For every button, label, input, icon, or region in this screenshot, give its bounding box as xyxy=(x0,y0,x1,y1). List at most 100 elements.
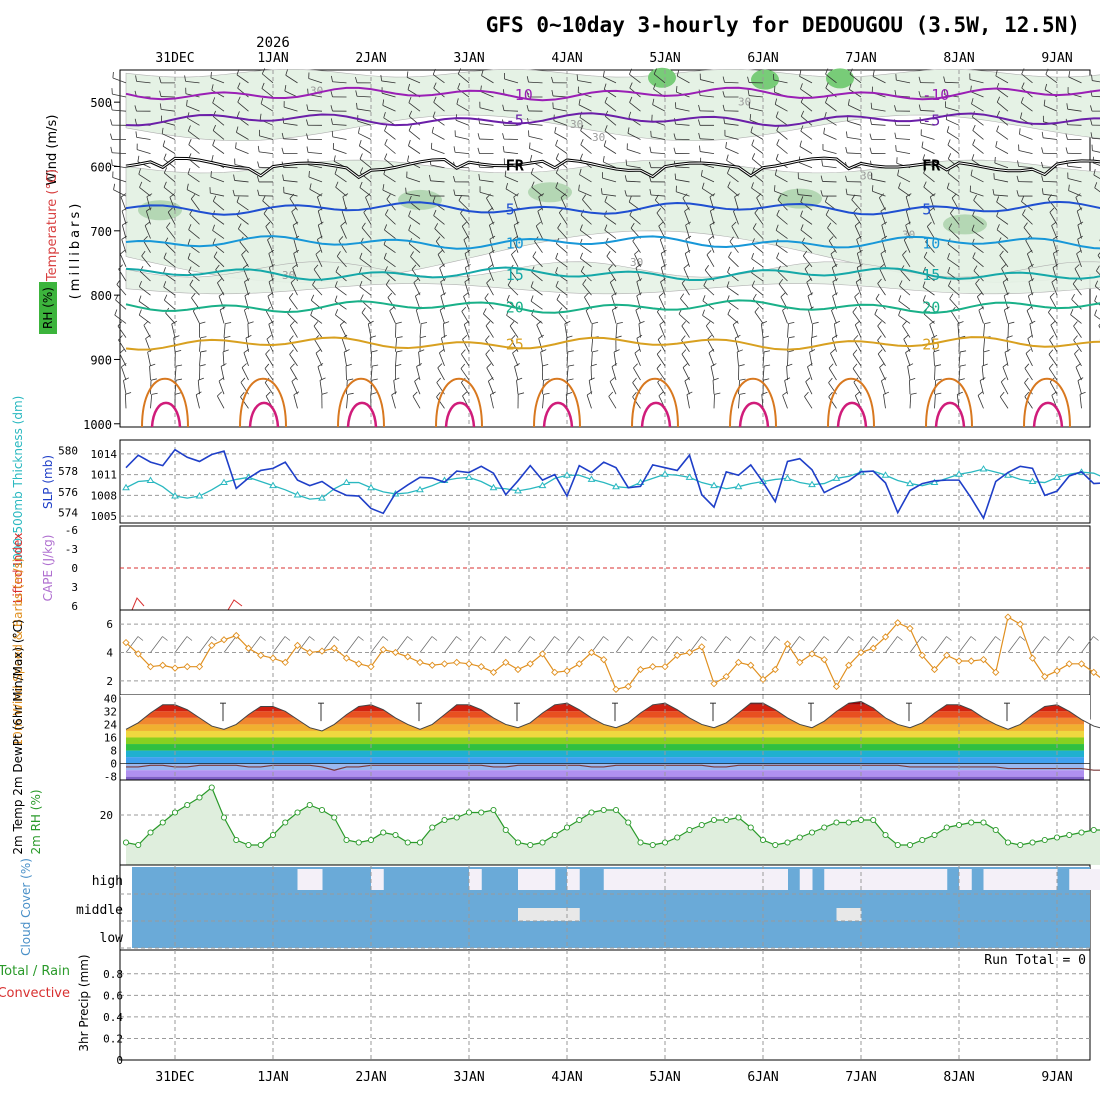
wind-barb-shaft xyxy=(653,73,666,84)
wind-barb-shaft xyxy=(218,296,225,310)
wind-barb-flag xyxy=(175,350,182,353)
wind-barb-flag xyxy=(929,320,935,325)
wind-barb-shaft xyxy=(479,107,494,112)
wind-barb-flag xyxy=(260,97,264,104)
wind-barb-shaft xyxy=(119,353,127,367)
wind-barb-shaft xyxy=(579,174,592,183)
wind-barb-shaft xyxy=(408,215,421,225)
rh2m-point xyxy=(282,819,289,826)
wind-barb-shaft xyxy=(847,194,862,197)
wind-barb-shaft xyxy=(334,173,347,183)
rh2m-point xyxy=(870,816,877,824)
wind-barb-shaft xyxy=(608,396,617,409)
thickness-point xyxy=(930,478,939,486)
wind-barb-flag xyxy=(649,189,652,196)
wind-barb-shaft xyxy=(602,177,617,183)
wind-barb-shaft xyxy=(1070,314,1082,324)
wind10m-barb-flag xyxy=(309,636,315,641)
wind-barb-shaft xyxy=(115,299,127,310)
wind-barb-flag xyxy=(851,194,856,200)
wind-barb-shaft xyxy=(197,380,200,395)
wind-barb-flag xyxy=(384,266,388,272)
wind-barb-shaft xyxy=(335,314,347,324)
wind-barb-flag xyxy=(410,251,414,257)
wind-barb-shaft xyxy=(370,366,373,381)
wind-barb-shaft xyxy=(977,395,984,409)
wind-barb-shaft xyxy=(1092,162,1100,166)
wind-barb-shaft xyxy=(760,323,764,338)
wind-barb-flag xyxy=(824,112,827,119)
wind-barb-flag xyxy=(317,235,323,240)
wind-barb-shaft xyxy=(874,314,886,324)
wind-barb-flag xyxy=(145,334,151,339)
wind-barb-flag xyxy=(1065,133,1068,140)
wind-barb-flag xyxy=(996,110,1000,117)
wind-barb-shaft xyxy=(535,225,543,239)
temp2m-label: 2m Temp 2m DewPt (6hr Min/Max) (°C) xyxy=(11,619,25,854)
wind-barb-flag xyxy=(551,89,554,97)
wind-barb-shaft xyxy=(408,145,421,154)
wind-barb-shaft xyxy=(486,282,494,296)
wind-barb-flag xyxy=(382,184,385,191)
wind-barb-shaft xyxy=(996,229,1009,239)
wind10m-barb xyxy=(468,636,482,653)
wind-barb-flag xyxy=(405,187,407,194)
temp-contour-20 xyxy=(125,299,1100,314)
precip-tick-label: 0.6 xyxy=(103,989,123,1002)
wind-barb-shaft xyxy=(871,124,886,126)
thickness-point xyxy=(612,482,620,490)
wind-barb-shaft xyxy=(827,227,837,239)
wind-barb-shaft xyxy=(591,337,594,352)
wind-barb-flag xyxy=(960,350,967,353)
wind-barb-shaft xyxy=(268,253,274,267)
wind-barb-flag xyxy=(592,350,599,353)
wind10m-barb-flag xyxy=(358,636,364,641)
rh-contour-label: 30 xyxy=(860,169,873,182)
wind-barb-flag xyxy=(625,159,628,166)
wind-barb-flag xyxy=(486,278,492,284)
wind-barb-shaft xyxy=(443,323,445,338)
wind-barb-flag xyxy=(159,103,162,110)
wind-barb-flag xyxy=(909,378,916,381)
wind-barb-flag xyxy=(1075,193,1081,198)
wind-barb-flag xyxy=(453,189,456,196)
wind-barb-shaft xyxy=(1097,255,1100,259)
wind-barb-flag xyxy=(1091,74,1093,81)
wind-barb-flag xyxy=(306,146,309,153)
wind-barb-flag xyxy=(807,363,813,368)
wind-barb-shaft xyxy=(381,92,396,98)
wind-barb-shaft xyxy=(970,191,984,197)
wind-barb-flag xyxy=(943,76,946,83)
wind-barb-flag xyxy=(1051,278,1057,283)
wind-barb-flag xyxy=(267,292,273,297)
wind-barb-flag xyxy=(347,378,354,381)
wind-barb-flag xyxy=(674,173,677,180)
wind-barb-flag xyxy=(584,292,589,298)
wind-barb-shaft xyxy=(285,74,298,84)
wind-barb-flag xyxy=(110,103,113,111)
wind10m-barb-flag xyxy=(333,636,340,641)
wind-barb-flag xyxy=(176,364,183,367)
wind-barb-flag xyxy=(918,104,921,111)
wind-barb-shaft xyxy=(1073,325,1082,338)
wind-barb-shaft xyxy=(504,151,519,155)
wind-barb-flag xyxy=(266,334,272,340)
wind-barb-flag xyxy=(895,145,897,152)
wind-barb-flag xyxy=(576,74,579,81)
wind-barb-flag xyxy=(359,280,363,287)
wind10m-speed-point xyxy=(1028,654,1037,662)
wind-barb-shaft xyxy=(431,148,445,154)
wind-barb-shaft xyxy=(114,314,127,324)
wind-barb-shaft xyxy=(504,176,519,183)
wind-barb-flag xyxy=(199,364,206,367)
wind-barb-shaft xyxy=(787,323,789,338)
wind-barb-shaft xyxy=(566,351,569,366)
wind-barb-shaft xyxy=(807,295,813,310)
wind-barb-shaft xyxy=(460,213,470,225)
wind-barb-shaft xyxy=(488,225,494,239)
wind-barb-flag xyxy=(750,126,753,133)
rh-contour-label: 30 xyxy=(592,131,605,144)
wind-barb-flag xyxy=(385,209,389,215)
wind-barb-shaft xyxy=(238,228,249,239)
wind-barb-flag xyxy=(121,363,127,368)
